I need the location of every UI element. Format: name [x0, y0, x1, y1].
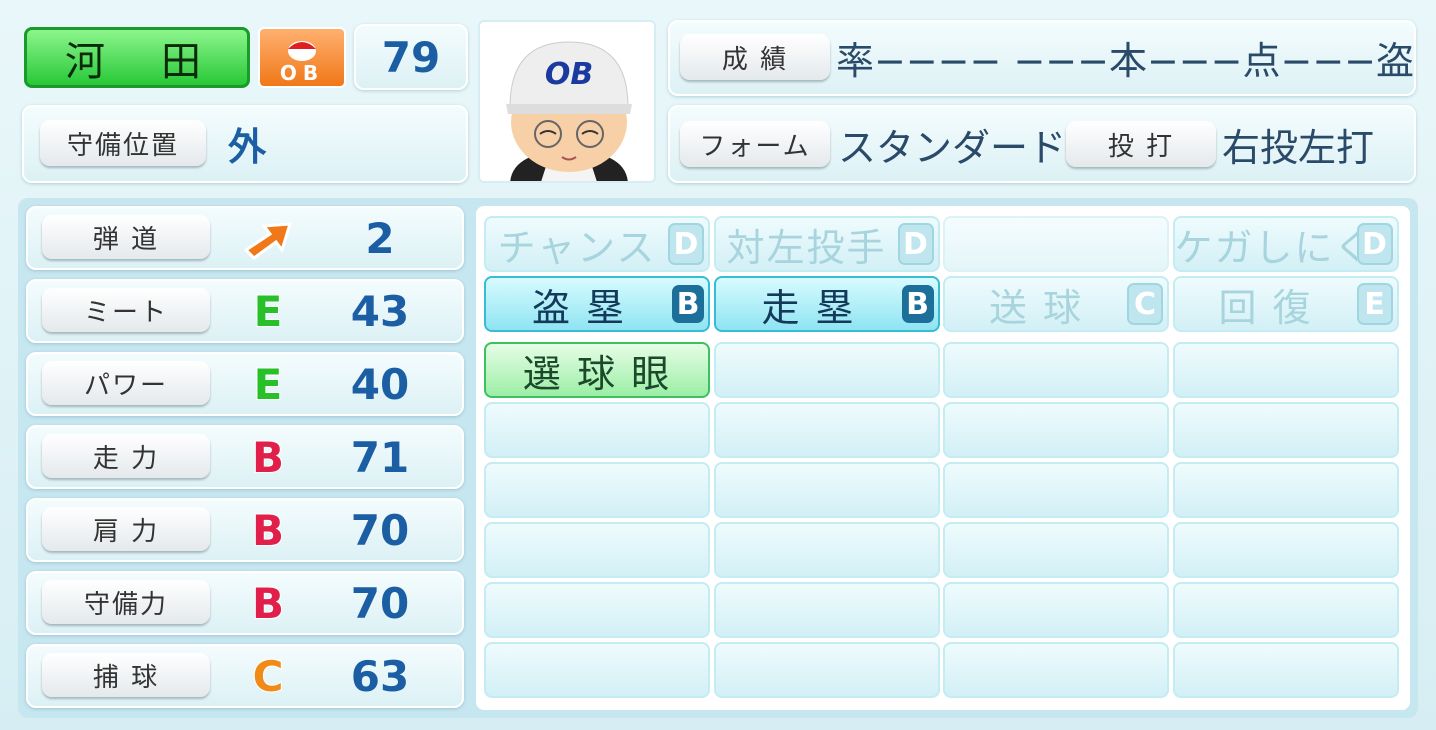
stat-label: 弾 道: [42, 215, 210, 259]
empty-slot: [1172, 582, 1399, 638]
ability-name: 対左投手: [726, 225, 887, 270]
empty-slot: [713, 582, 940, 638]
stat-grade: E: [253, 286, 284, 337]
ability-slot: 対左投手 D: [713, 216, 940, 272]
form-label: フォーム: [680, 121, 830, 167]
stat-value: 70: [350, 578, 410, 628]
ability-slot: 選 球 眼: [484, 342, 710, 398]
ability-grade: B: [901, 285, 934, 323]
ability-grade: B: [672, 285, 704, 323]
empty-slot: [713, 342, 940, 398]
ability-name: 送 球: [988, 285, 1084, 330]
player-name: 河 田: [24, 27, 250, 88]
rating-value: 79: [381, 32, 441, 82]
empty-slot: [713, 522, 940, 578]
stat-value: 70: [350, 505, 410, 555]
empty-slot: [713, 402, 940, 458]
empty-slot: [943, 642, 1169, 698]
stat-label: 肩 力: [42, 507, 210, 551]
empty-slot: [484, 462, 710, 518]
stat-value: 71: [350, 432, 410, 482]
ability-name: 走 塁: [761, 285, 856, 330]
team-badge: OB: [258, 27, 346, 88]
bats-value: 右投左打: [1222, 125, 1375, 170]
record-value: 率−−−− −−−本−−−点−−−盗: [836, 38, 1414, 83]
stat-value: 43: [350, 286, 410, 336]
portrait-art: OB: [506, 41, 632, 181]
stat-value: 2: [365, 213, 395, 263]
trajectory-arrow: [240, 214, 296, 262]
bats-label: 投 打: [1066, 121, 1216, 167]
record-label: 成 績: [680, 34, 830, 80]
stat-grade: B: [251, 578, 285, 629]
stat-label: 守備力: [42, 580, 210, 624]
empty-slot: [713, 462, 940, 518]
ability-name: 盗 塁: [531, 285, 627, 330]
portrait: OB: [478, 20, 656, 183]
empty-slot: [484, 642, 710, 698]
empty-slot: [484, 522, 710, 578]
stat-label: パワー: [42, 361, 210, 405]
empty-slot: [943, 342, 1169, 398]
stat-label: 捕 球: [42, 653, 210, 697]
stat-grade: E: [253, 359, 284, 410]
stat-label: 走 力: [42, 434, 210, 478]
ability-grade: D: [897, 223, 934, 265]
ability-grade: D: [668, 223, 704, 265]
svg-text:OB: OB: [545, 57, 593, 92]
stat-grade: B: [251, 432, 285, 483]
stat-grade: C: [252, 651, 285, 702]
empty-slot: [943, 216, 1169, 272]
empty-slot: [713, 642, 940, 698]
empty-slot: [943, 582, 1169, 638]
ability-slot: ケガしにくさD: [1172, 216, 1399, 272]
ability-grade: C: [1127, 283, 1163, 325]
empty-slot: [943, 402, 1169, 458]
position-label: 守備位置: [40, 120, 206, 166]
stat-value: 63: [350, 651, 410, 701]
ability-grade: E: [1356, 283, 1393, 325]
team-icon: [288, 41, 316, 61]
empty-slot: [1172, 342, 1399, 398]
form-value: スタンダード１: [838, 125, 1105, 170]
empty-slot: [1172, 462, 1399, 518]
stat-grade: B: [251, 505, 285, 556]
ability-name: チャンス: [497, 225, 657, 270]
empty-slot: [1172, 642, 1399, 698]
stat-value: 40: [350, 359, 410, 409]
rating: 79: [354, 24, 468, 90]
ability-name: ケガしにくさ: [1174, 225, 1357, 270]
arrow-icon: [243, 222, 293, 260]
stat-label: ミート: [42, 288, 210, 332]
position-value: 外: [228, 124, 267, 169]
ability-grade: D: [1356, 223, 1393, 265]
empty-slot: [484, 402, 710, 458]
ability-name: 選 球 眼: [522, 351, 672, 396]
ability-slot: チャンス D: [484, 216, 710, 272]
empty-slot: [1172, 402, 1399, 458]
empty-slot: [1172, 522, 1399, 578]
team-name: OB: [279, 61, 325, 85]
record-panel: [668, 20, 1416, 96]
empty-slot: [484, 582, 710, 638]
empty-slot: [943, 522, 1169, 578]
ability-name: 回 復: [1218, 285, 1313, 330]
empty-slot: [943, 462, 1169, 518]
